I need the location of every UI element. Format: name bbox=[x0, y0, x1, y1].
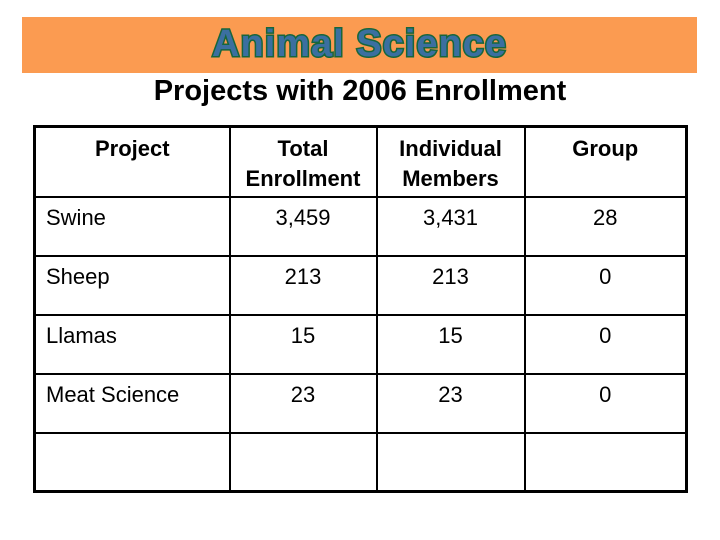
column-header-project: Project bbox=[33, 125, 231, 198]
cell-individual: 3,431 bbox=[375, 195, 526, 257]
cell-total: 23 bbox=[228, 372, 378, 434]
cell-group: 0 bbox=[523, 254, 688, 316]
cell-individual: 213 bbox=[375, 254, 526, 316]
cell-individual: 15 bbox=[375, 313, 526, 375]
cell-total: 15 bbox=[228, 313, 378, 375]
table-row: Sheep 213 213 0 bbox=[33, 254, 688, 316]
cell-individual bbox=[375, 431, 526, 493]
table-row: Swine 3,459 3,431 28 bbox=[33, 195, 688, 257]
table-header-row: Project Total Enrollment Individual Memb… bbox=[33, 125, 688, 198]
slide-subtitle: Projects with 2006 Enrollment bbox=[153, 75, 567, 107]
column-header-group: Group bbox=[523, 125, 688, 198]
cell-group bbox=[523, 431, 688, 493]
column-header-total: Total Enrollment bbox=[228, 125, 378, 198]
cell-project: Llamas bbox=[33, 313, 231, 375]
cell-total bbox=[228, 431, 378, 493]
table-row-empty bbox=[33, 431, 688, 493]
title-banner: Animal Science bbox=[22, 17, 697, 73]
cell-total: 213 bbox=[228, 254, 378, 316]
slide-title: Animal Science bbox=[211, 23, 508, 65]
cell-project: Swine bbox=[33, 195, 231, 257]
table-row: Meat Science 23 23 0 bbox=[33, 372, 688, 434]
cell-group: 0 bbox=[523, 313, 688, 375]
cell-individual: 23 bbox=[375, 372, 526, 434]
cell-total: 3,459 bbox=[228, 195, 378, 257]
cell-project: Sheep bbox=[33, 254, 231, 316]
column-header-individual: Individual Members bbox=[375, 125, 526, 198]
cell-project: Meat Science bbox=[33, 372, 231, 434]
enrollment-table: Project Total Enrollment Individual Memb… bbox=[33, 125, 688, 493]
cell-group: 28 bbox=[523, 195, 688, 257]
cell-group: 0 bbox=[523, 372, 688, 434]
cell-project bbox=[33, 431, 231, 493]
table-row: Llamas 15 15 0 bbox=[33, 313, 688, 375]
